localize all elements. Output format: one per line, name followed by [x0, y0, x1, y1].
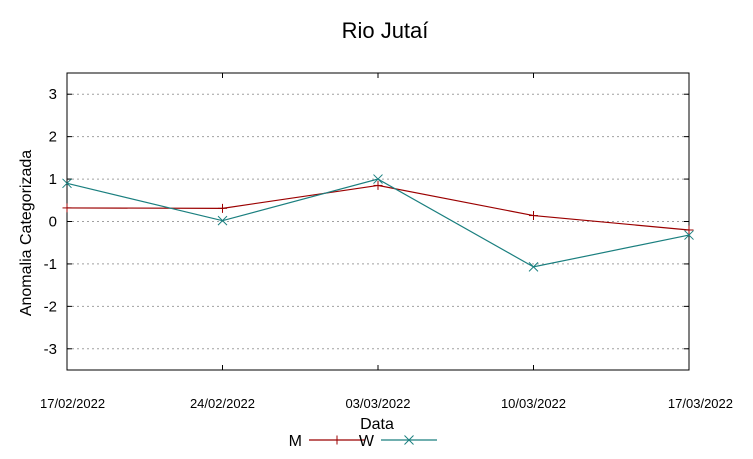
x-tick-label: 17/02/2022	[40, 396, 105, 411]
series-line-M	[66, 184, 690, 231]
series-line-W	[66, 178, 690, 268]
y-tick-label: 2	[49, 129, 57, 146]
series-group	[62, 174, 694, 272]
data-point-M	[373, 180, 383, 190]
x-axis: 17/02/2022 24/02/2022 03/03/2022 10/03/2022…	[40, 73, 733, 411]
data-point-M	[62, 203, 72, 213]
data-point-M	[684, 225, 694, 235]
legend-label-W: W	[359, 433, 375, 450]
legend-label-M: M	[289, 433, 302, 450]
x-tick-label: 10/03/2022	[501, 396, 566, 411]
y-tick-label: 1	[49, 171, 57, 188]
data-point-W	[217, 215, 228, 226]
data-point-W	[373, 174, 383, 184]
data-point-M	[529, 211, 538, 221]
y-tick-label: -1	[44, 256, 57, 273]
data-point-W	[62, 178, 72, 189]
chart-title: Rio Jutaí	[342, 18, 429, 43]
x-tick-label: 03/03/2022	[345, 396, 410, 411]
x-axis-label: Data	[360, 416, 394, 433]
legend-marker-W	[404, 435, 414, 445]
y-tick-label: 3	[49, 86, 57, 103]
y-tick-label: -2	[44, 298, 57, 315]
x-tick-label: 17/03/2022	[668, 396, 733, 411]
y-tick-label: -3	[44, 341, 57, 358]
data-point-M	[218, 203, 227, 213]
data-point-W	[684, 230, 694, 240]
data-point-W	[528, 262, 539, 272]
y-axis: -3 -2 -1 0 1 2 3	[44, 86, 689, 358]
x-tick-label: 24/02/2022	[190, 396, 255, 411]
legend-marker-M	[332, 435, 342, 445]
y-axis-label: Anomalia Categorizada	[18, 150, 35, 316]
y-tick-label: 0	[49, 214, 57, 231]
